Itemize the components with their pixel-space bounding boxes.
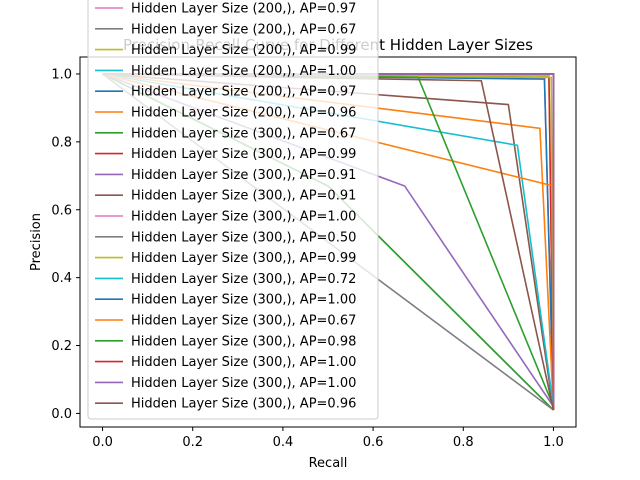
x-tick-label: 0.0 [92,435,113,450]
legend: Hidden Layer Size (200,), AP=0.97 Hidden … [87,0,379,420]
y-axis-label: Precision [29,213,44,271]
legend-entry: Hidden Layer Size (300,), AP=0.67 [131,126,356,141]
legend-entry: Hidden Layer Size (300,), AP=0.50 [131,230,356,245]
x-axis-ticks: 0.0 0.2 0.4 0.6 0.8 1.0 [92,427,564,450]
legend-entry: Hidden Layer Size (200,), AP=0.97 [131,85,356,100]
legend-entry: Hidden Layer Size (200,), AP=0.67 [131,22,356,37]
legend-entry: Hidden Layer Size (300,), AP=0.91 [131,168,356,183]
y-tick-label: 0.6 [51,203,72,218]
x-tick-label: 0.6 [363,435,384,450]
y-tick-label: 0.2 [51,339,72,354]
x-tick-label: 0.4 [273,435,294,450]
y-tick-label: 1.0 [51,67,72,82]
legend-entry: Hidden Layer Size (200,), AP=0.96 [131,106,356,121]
legend-entry: Hidden Layer Size (300,), AP=0.91 [131,189,356,204]
legend-entry: Hidden Layer Size (300,), AP=0.96 [131,397,356,412]
y-tick-label: 0.4 [51,271,72,286]
legend-entry: Hidden Layer Size (300,), AP=0.72 [131,272,356,287]
legend-entry: Hidden Layer Size (300,), AP=1.00 [131,376,356,391]
legend-entry: Hidden Layer Size (300,), AP=0.67 [131,314,356,329]
legend-entry: Hidden Layer Size (300,), AP=1.00 [131,355,356,370]
legend-entry: Hidden Layer Size (200,), AP=0.97 [131,2,356,17]
x-tick-label: 1.0 [543,435,564,450]
x-tick-label: 0.8 [453,435,474,450]
legend-box [87,0,379,420]
legend-entry: Hidden Layer Size (300,), AP=0.99 [131,251,356,266]
legend-entry: Hidden Layer Size (200,), AP=1.00 [131,64,356,79]
legend-entry: Hidden Layer Size (300,), AP=1.00 [131,293,356,308]
legend-entry: Hidden Layer Size (300,), AP=0.98 [131,334,356,349]
y-axis-ticks: 0.0 0.2 0.4 0.6 0.8 1.0 [51,67,80,422]
y-tick-label: 0.8 [51,135,72,150]
x-tick-label: 0.2 [182,435,203,450]
legend-entry: Hidden Layer Size (200,), AP=0.99 [131,43,356,58]
y-tick-label: 0.0 [51,407,72,422]
x-axis-label: Recall [309,456,348,471]
legend-entry: Hidden Layer Size (300,), AP=0.99 [131,147,356,162]
legend-entry: Hidden Layer Size (300,), AP=1.00 [131,210,356,225]
